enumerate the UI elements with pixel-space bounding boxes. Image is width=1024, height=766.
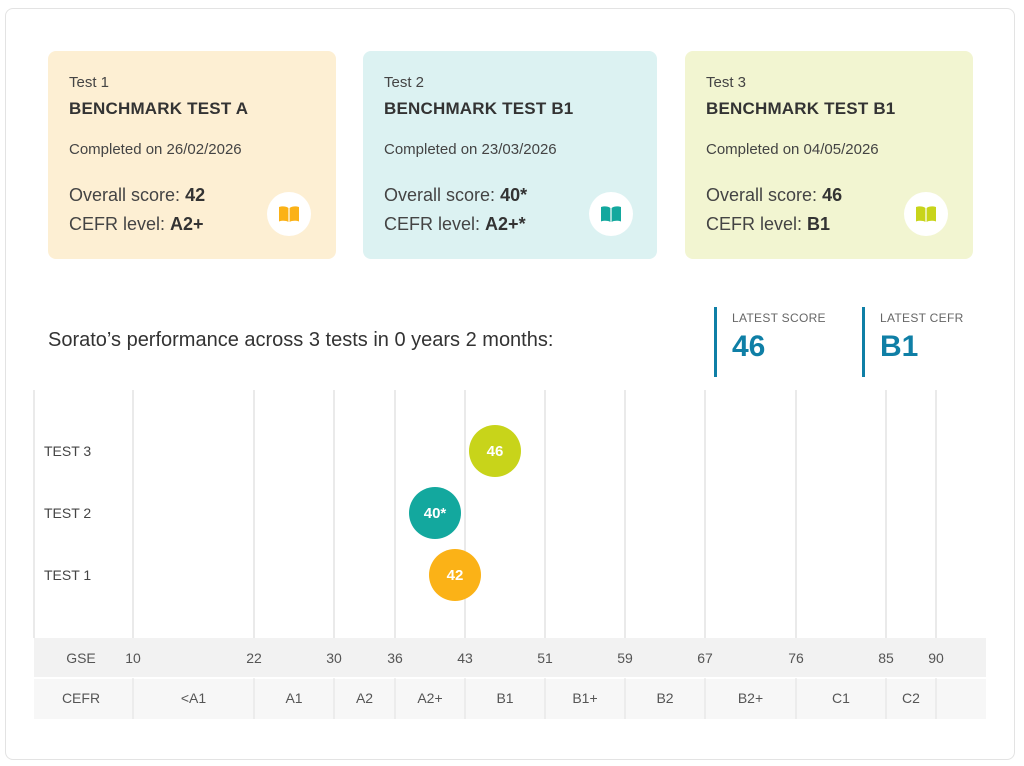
test-card-2[interactable]: Test 2 BENCHMARK TEST B1 Completed on 23… bbox=[363, 51, 657, 259]
gse-tick-label-67: 67 bbox=[697, 650, 713, 666]
cefr-band-label: C2 bbox=[902, 690, 920, 706]
gse-row-background bbox=[34, 638, 986, 678]
book-icon-button[interactable] bbox=[589, 192, 633, 236]
score-bubble-test-2 bbox=[409, 487, 461, 539]
gse-tick-label-85: 85 bbox=[878, 650, 894, 666]
gse-tick-label-10: 10 bbox=[125, 650, 141, 666]
test-name: BENCHMARK TEST B1 bbox=[384, 99, 574, 118]
latest-score-caption: LATEST SCORE bbox=[732, 311, 826, 325]
cefr-band-label: A2 bbox=[356, 690, 373, 706]
book-icon-button[interactable] bbox=[267, 192, 311, 236]
test-number: Test 1 bbox=[69, 74, 110, 91]
cefr-level-value: A2+* bbox=[485, 214, 526, 234]
cefr-band-label: <A1 bbox=[181, 690, 207, 706]
gse-tick-label-51: 51 bbox=[537, 650, 553, 666]
row-label-test-3: TEST 3 bbox=[44, 443, 91, 459]
gse-tick-label-90: 90 bbox=[928, 650, 944, 666]
cefr-level-value: A2+ bbox=[170, 214, 204, 234]
row-label-test-2: TEST 2 bbox=[44, 505, 91, 521]
overall-score: Overall score: 40* bbox=[384, 185, 528, 205]
cefr-level: CEFR level: A2+ bbox=[69, 214, 204, 234]
test-number: Test 3 bbox=[706, 74, 747, 91]
book-icon bbox=[916, 206, 936, 222]
test-card-1[interactable]: Test 1 BENCHMARK TEST A Completed on 26/… bbox=[48, 51, 336, 259]
cefr-level: CEFR level: A2+* bbox=[384, 214, 526, 234]
cefr-band-label: B2+ bbox=[738, 690, 763, 706]
cefr-band-label: C1 bbox=[832, 690, 850, 706]
cefr-row-background bbox=[34, 678, 986, 719]
cefr-row-label: CEFR bbox=[62, 690, 100, 706]
latest-cefr-caption: LATEST CEFR bbox=[880, 311, 964, 325]
cefr-band-label: A2+ bbox=[417, 690, 442, 706]
book-icon bbox=[601, 206, 621, 222]
gse-tick-label-30: 30 bbox=[326, 650, 342, 666]
gse-tick-label-59: 59 bbox=[617, 650, 633, 666]
latest-score-panel: LATEST SCORE 46 bbox=[714, 307, 844, 377]
test-number: Test 2 bbox=[384, 74, 425, 91]
test-name: BENCHMARK TEST A bbox=[69, 99, 249, 118]
cefr-level-value: B1 bbox=[807, 214, 831, 234]
completed-date: Completed on 23/03/2026 bbox=[384, 141, 557, 158]
overall-score-value: 46 bbox=[822, 185, 843, 205]
gse-tick-label-22: 22 bbox=[246, 650, 262, 666]
book-icon-button[interactable] bbox=[904, 192, 948, 236]
score-bubble-test-1 bbox=[429, 549, 481, 601]
score-bubble-label: 42 bbox=[447, 567, 464, 584]
overall-score-value: 42 bbox=[185, 185, 206, 205]
gse-tick-label-76: 76 bbox=[788, 650, 804, 666]
cefr-band-label: B2 bbox=[656, 690, 673, 706]
row-label-test-1: TEST 1 bbox=[44, 567, 91, 583]
completed-date: Completed on 26/02/2026 bbox=[69, 141, 242, 158]
latest-cefr-panel: LATEST CEFR B1 bbox=[862, 307, 992, 377]
latest-score-value: 46 bbox=[732, 330, 766, 363]
overall-score: Overall score: 42 bbox=[69, 185, 206, 205]
cefr-band-label: B1 bbox=[496, 690, 513, 706]
score-bubble-test-3 bbox=[469, 425, 521, 477]
test-card-3[interactable]: Test 3 BENCHMARK TEST B1 Completed on 04… bbox=[685, 51, 973, 259]
latest-cefr-value: B1 bbox=[880, 330, 919, 363]
test-name: BENCHMARK TEST B1 bbox=[706, 99, 896, 118]
score-bubble-label: 40* bbox=[424, 505, 447, 522]
gse-row-label: GSE bbox=[66, 650, 96, 666]
gse-tick-label-43: 43 bbox=[457, 650, 473, 666]
cefr-band-label: B1+ bbox=[572, 690, 597, 706]
performance-headline: Sorato’s performance across 3 tests in 0… bbox=[48, 329, 554, 351]
book-icon bbox=[279, 206, 299, 222]
gse-tick-label-36: 36 bbox=[387, 650, 403, 666]
score-bubble-label: 46 bbox=[487, 443, 504, 460]
cefr-level: CEFR level: B1 bbox=[706, 214, 831, 234]
overall-score-value: 40* bbox=[500, 185, 528, 205]
overall-score: Overall score: 46 bbox=[706, 185, 843, 205]
cefr-band-label: A1 bbox=[285, 690, 302, 706]
completed-date: Completed on 04/05/2026 bbox=[706, 141, 879, 158]
